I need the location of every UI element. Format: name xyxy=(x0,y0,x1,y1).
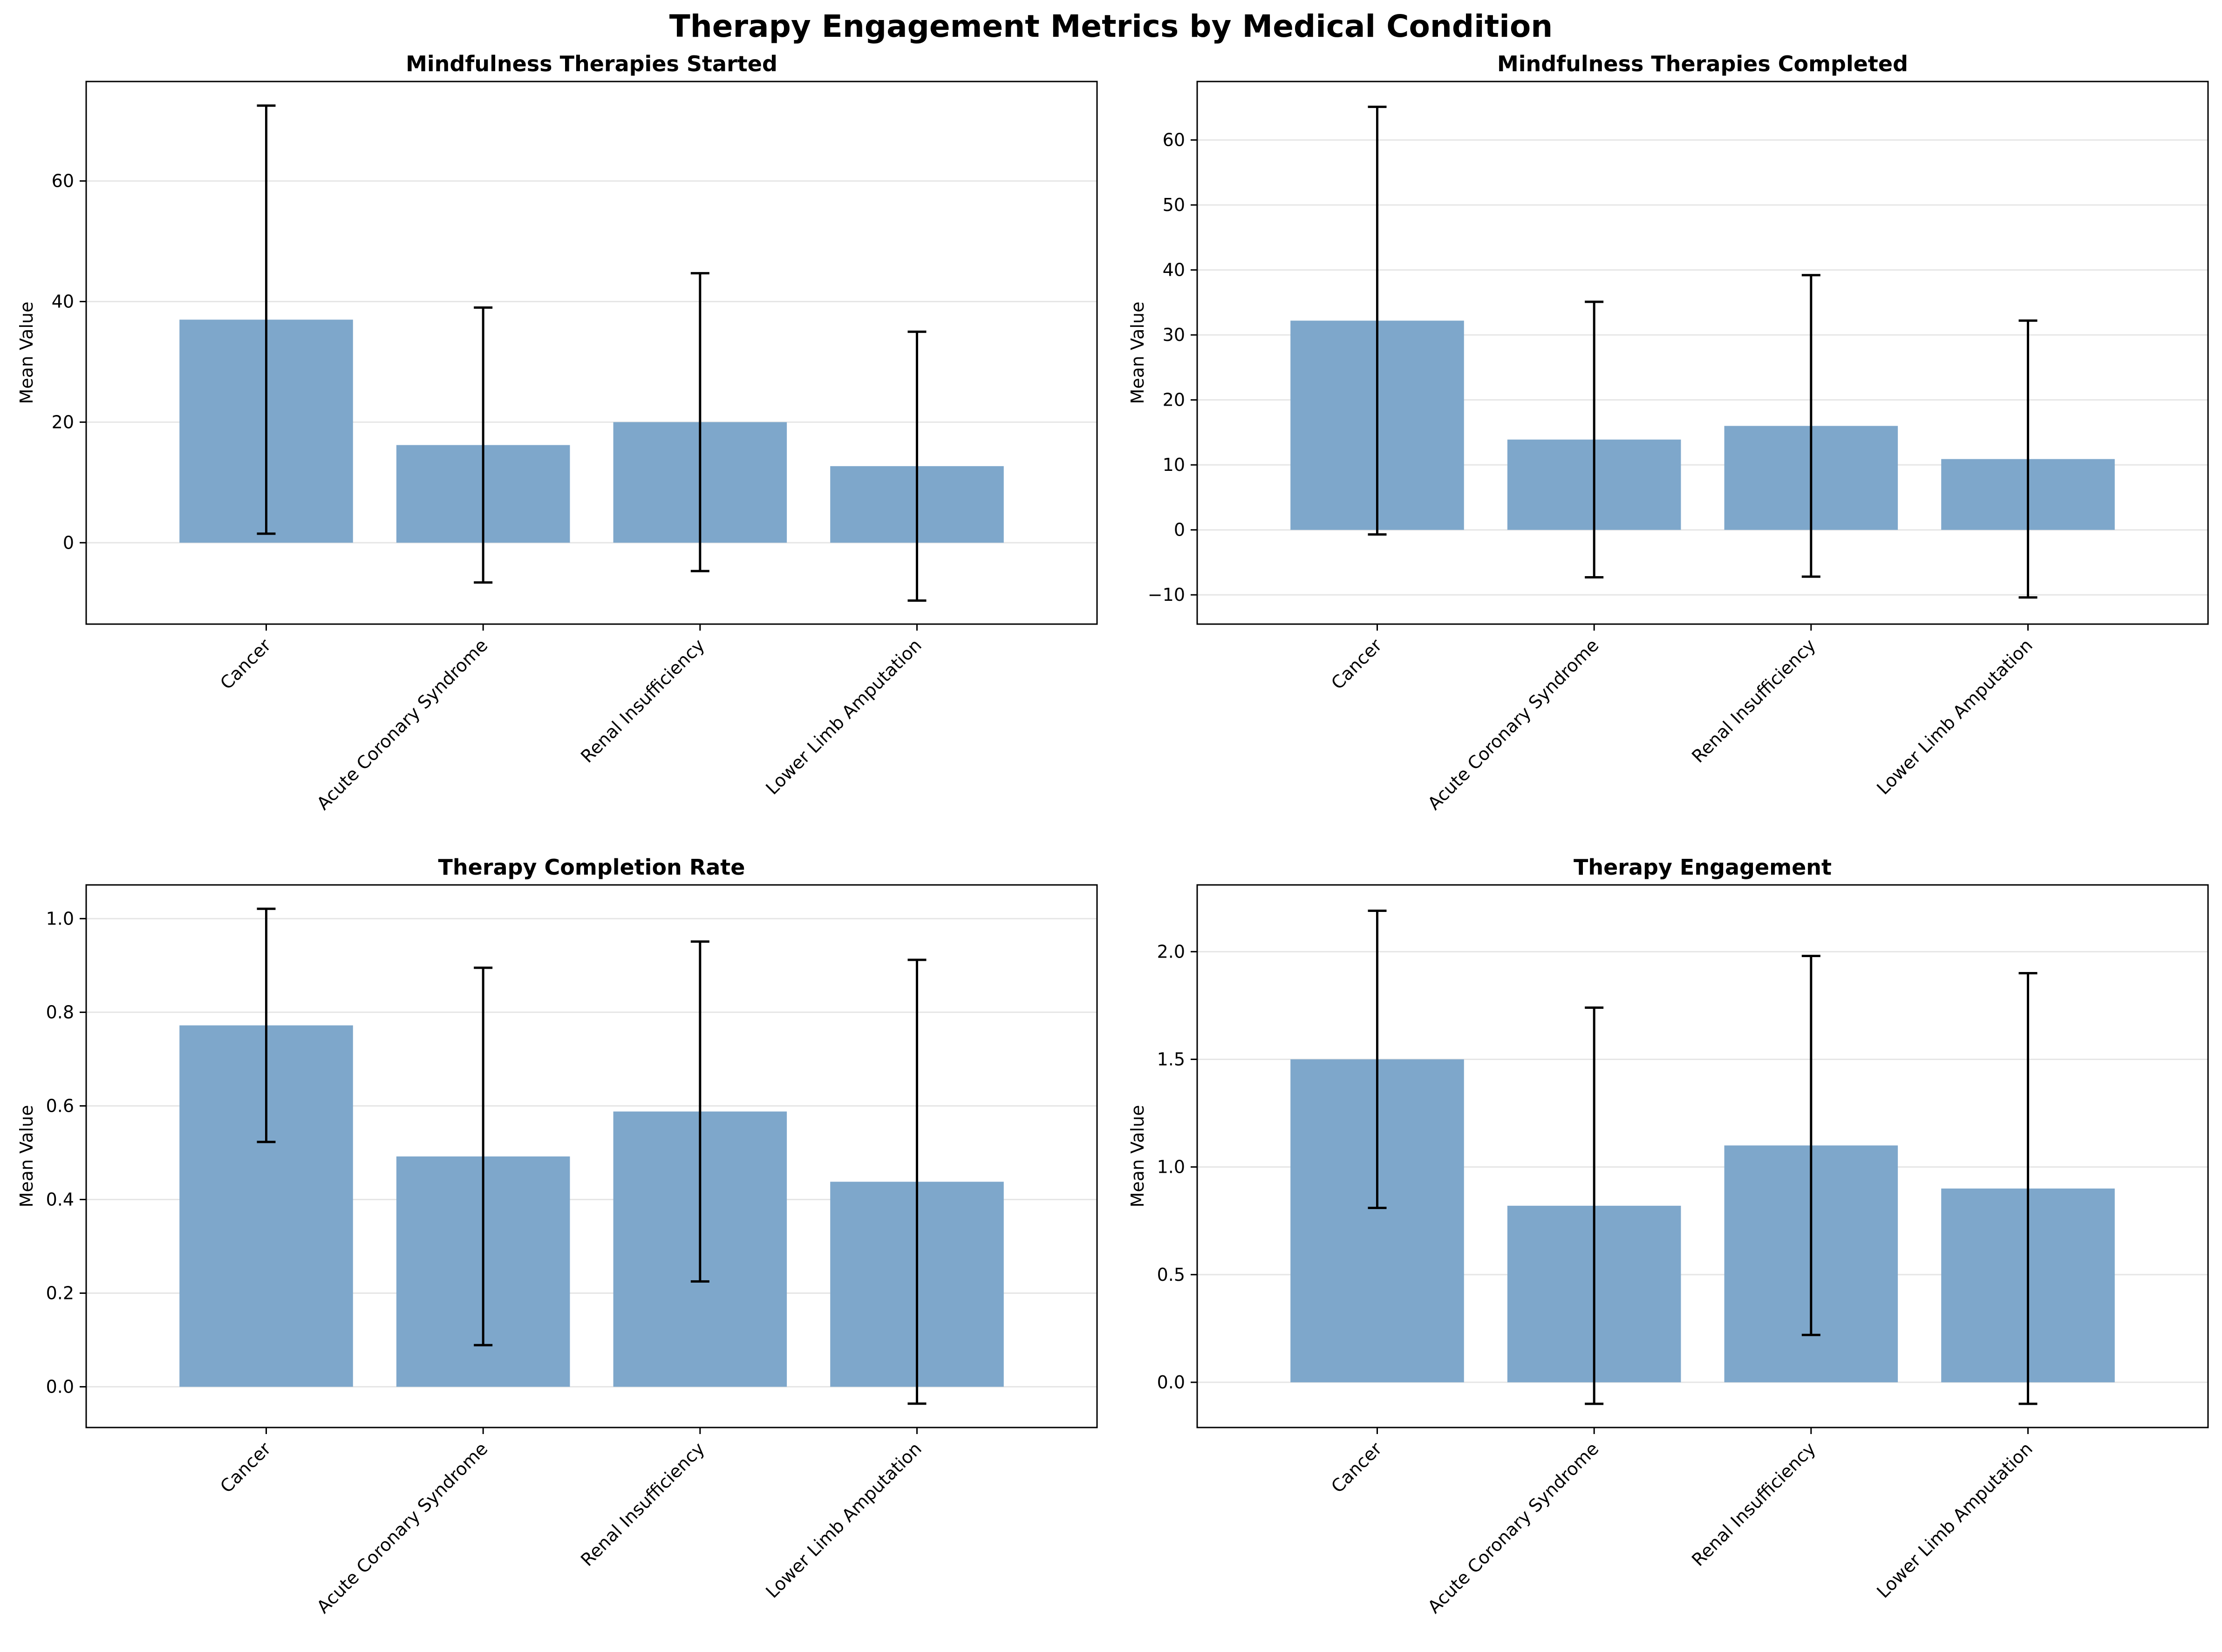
y-tick-label: 0.6 xyxy=(46,1095,74,1116)
x-tick-label: Renal Insufficiency xyxy=(1688,1438,1820,1570)
plot-frame xyxy=(1196,81,2209,625)
panel-title: Mindfulness Therapies Completed xyxy=(1497,51,1908,76)
y-tick-label: 1.0 xyxy=(1157,1157,1185,1177)
panel-title: Mindfulness Therapies Started xyxy=(406,51,777,76)
plot-frame xyxy=(1196,884,2209,1428)
y-tick-label: 40 xyxy=(1163,260,1185,280)
plot-frame xyxy=(85,884,1098,1428)
x-tick-label: Acute Coronary Syndrome xyxy=(313,635,491,814)
y-tick-label: 20 xyxy=(1163,390,1185,410)
x-tick-label: Renal Insufficiency xyxy=(577,635,709,767)
x-tick-label: Renal Insufficiency xyxy=(577,1438,709,1570)
y-tick-label: 1.5 xyxy=(1157,1049,1185,1069)
x-tick-label: Acute Coronary Syndrome xyxy=(1424,635,1602,814)
x-tick-label: Lower Limb Amputation xyxy=(1873,635,2036,798)
panel-title: Therapy Engagement xyxy=(1574,855,1832,880)
y-tick-label: 0.5 xyxy=(1157,1264,1185,1285)
x-tick-label: Cancer xyxy=(1327,635,1386,693)
y-tick-label: 0.0 xyxy=(1157,1372,1185,1393)
y-tick-label: −10 xyxy=(1148,585,1185,605)
y-tick-label: 60 xyxy=(52,171,74,191)
y-tick-label: 0.0 xyxy=(46,1377,74,1397)
x-tick-label: Acute Coronary Syndrome xyxy=(1424,1438,1602,1617)
y-tick-label: 50 xyxy=(1163,195,1185,215)
chart-panel-3: 0.0 0.2 0.4 0.6 0.8 1.0 Cancer Acute Coronary S… xyxy=(16,855,1098,1617)
y-axis-label: Mean Value xyxy=(16,302,37,404)
y-axis-label: Mean Value xyxy=(1127,302,1148,404)
x-tick-label: Lower Limb Amputation xyxy=(1873,1438,2036,1602)
x-tick-label: Lower Limb Amputation xyxy=(762,635,925,798)
chart-panel-4: 0.0 0.5 1.0 1.5 2.0 Cancer Acute Coronary Synd… xyxy=(1127,855,2209,1617)
x-tick-label: Cancer xyxy=(216,1438,275,1497)
y-tick-label: 0.2 xyxy=(46,1283,74,1304)
chart-panel-1: 0 20 40 60 Cancer Acute Coronary Syndrome Rena… xyxy=(16,51,1098,814)
y-tick-label: 60 xyxy=(1163,130,1185,150)
y-axis-label: Mean Value xyxy=(16,1105,37,1208)
x-tick-label: Cancer xyxy=(216,635,275,693)
y-tick-label: 0.8 xyxy=(46,1002,74,1022)
y-tick-label: 20 xyxy=(52,412,74,432)
x-tick-label: Acute Coronary Syndrome xyxy=(313,1438,491,1617)
panel-title: Therapy Completion Rate xyxy=(438,855,745,880)
x-tick-label: Cancer xyxy=(1327,1438,1386,1497)
x-tick-label: Lower Limb Amputation xyxy=(762,1438,925,1602)
y-tick-label: 0 xyxy=(63,532,74,553)
x-tick-label: Renal Insufficiency xyxy=(1688,635,1820,767)
y-tick-label: 30 xyxy=(1163,325,1185,345)
plot-frame xyxy=(85,81,1098,625)
y-tick-label: 0 xyxy=(1174,520,1185,540)
y-tick-label: 1.0 xyxy=(46,908,74,929)
y-axis-label: Mean Value xyxy=(1127,1105,1148,1208)
figure-title: Therapy Engagement Metrics by Medical Co… xyxy=(669,8,1553,44)
y-tick-label: 2.0 xyxy=(1157,941,1185,962)
y-tick-label: 40 xyxy=(52,291,74,312)
chart-panel-2: −10 0 10 20 30 40 50 60 Cancer Acute Coronary Syn… xyxy=(1127,51,2209,814)
y-tick-label: 10 xyxy=(1163,455,1185,475)
y-tick-label: 0.4 xyxy=(46,1189,74,1210)
